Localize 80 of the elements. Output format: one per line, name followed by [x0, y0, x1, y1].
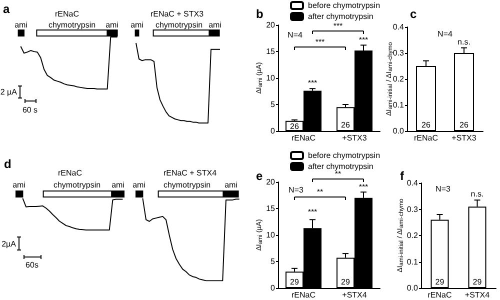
annotation: 26	[290, 122, 300, 131]
annotation: 26	[460, 120, 469, 130]
x-tick-label: +STX4	[342, 290, 368, 300]
y-tick-label: 0.2	[392, 74, 405, 84]
y-tick-label: 5	[270, 100, 276, 109]
annotation: 29	[472, 278, 482, 286]
y-tick-label: 15	[266, 204, 276, 213]
annotation: N=3	[436, 184, 451, 194]
text: chymotrypsin	[163, 180, 211, 190]
annotation: ***	[315, 38, 325, 46]
x-tick-label: +STX3	[342, 134, 368, 142]
legend-label: after chymotrypsin	[308, 12, 374, 21]
y-tick-label: 0	[270, 284, 276, 292]
y-tick-label: 20	[266, 178, 276, 186]
x-tick-label: rENaC	[428, 290, 452, 300]
legend-label: before chymotrypsin	[308, 151, 380, 160]
y-tick-label: 0.3	[406, 204, 419, 214]
x-tick-label: rENaC	[291, 290, 316, 300]
annotation: ***	[358, 36, 368, 44]
text: 2µA	[2, 240, 17, 248]
annotation: N=4	[288, 30, 303, 40]
annotation: ***	[333, 22, 343, 30]
annotation: N=3	[288, 186, 304, 194]
text: 60 s	[22, 106, 38, 114]
chart-title: a	[3, 2, 10, 16]
text: rENaC	[58, 168, 82, 178]
text: ami	[132, 180, 146, 190]
chart-title: f	[400, 169, 405, 183]
annotation: ***	[358, 182, 368, 192]
y-tick-label: 10	[266, 230, 276, 240]
annotation: ***	[308, 208, 318, 216]
text: chymotrypsin	[155, 20, 203, 30]
legend-label: after chymotrypsin	[308, 162, 374, 171]
annotation: **	[316, 188, 324, 196]
y-tick-label: 5	[270, 257, 276, 266]
annotation: ***	[308, 78, 318, 88]
text: rENaC	[54, 10, 80, 18]
chart-title: d	[4, 157, 12, 171]
annotation: N=4	[438, 30, 453, 38]
text: 2 µA	[0, 88, 18, 96]
chart-title: b	[256, 7, 264, 21]
text: ami	[130, 20, 144, 30]
y-tick-label: 10	[266, 74, 276, 82]
y-tick-label: 0.4	[392, 22, 405, 32]
x-tick-label: rENaC	[291, 134, 316, 142]
y-tick-label: 0.2	[406, 231, 419, 240]
text: ami	[208, 20, 222, 30]
text: ami	[106, 20, 119, 30]
text: ami	[112, 180, 125, 190]
text: ami	[224, 180, 238, 190]
annotation: 26	[341, 120, 350, 130]
annotation: 29	[290, 278, 300, 286]
annotation: n.s.	[458, 38, 470, 46]
text: rENaC + STX4	[163, 168, 218, 178]
y-tick-label: 0.0	[406, 284, 419, 292]
y-tick-label: 0.1	[406, 257, 419, 266]
annotation: 29	[341, 278, 350, 286]
y-tick-label: 15	[266, 47, 276, 56]
y-tick-label: 0	[270, 126, 276, 136]
text: **	[334, 170, 342, 178]
annotation: n.s.	[470, 190, 484, 198]
annotation: 26	[422, 120, 431, 130]
annotation: 29	[435, 278, 445, 286]
x-tick-label: +STX3	[452, 134, 477, 142]
chart-title: e	[256, 169, 263, 183]
y-tick-label: 0.0	[392, 126, 405, 136]
text: ami	[14, 20, 28, 30]
text: chymotrypsin	[48, 20, 96, 30]
x-tick-label: +STX4	[464, 290, 490, 300]
y-tick-label: 0.4	[406, 178, 419, 188]
y-tick-label: 20	[266, 20, 276, 30]
y-tick-label: 0.1	[392, 100, 405, 110]
x-tick-label: rENaC	[414, 134, 438, 142]
y-tick-label: 0.3	[392, 48, 405, 58]
text: 60s	[26, 260, 38, 270]
chart-title: c	[410, 7, 417, 21]
legend-label: before chymotrypsin	[308, 1, 380, 10]
text: rENaC + STX3	[150, 10, 204, 18]
text: ami	[12, 180, 26, 190]
text: chymotrypsin	[53, 180, 101, 190]
